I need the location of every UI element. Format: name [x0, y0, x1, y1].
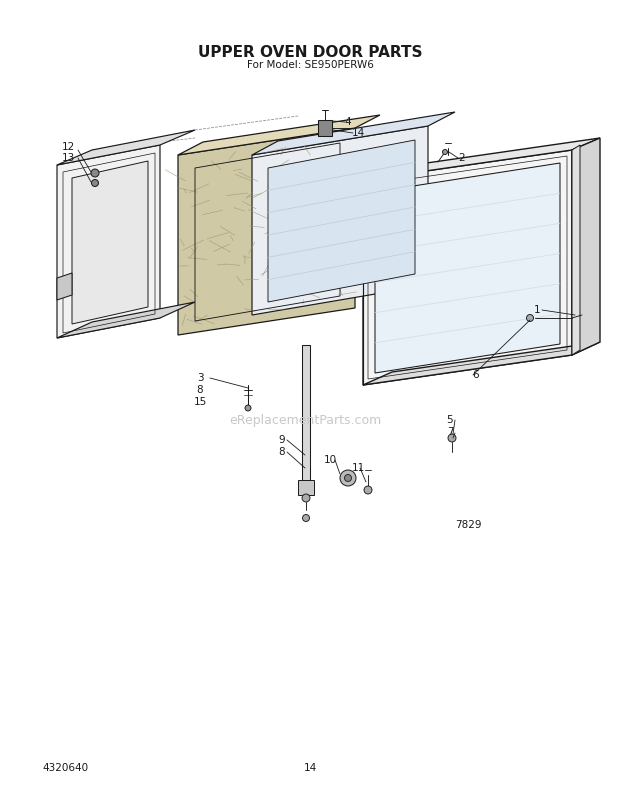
Polygon shape [57, 130, 195, 165]
Circle shape [443, 149, 448, 155]
Circle shape [91, 169, 99, 177]
Text: 3: 3 [197, 373, 203, 383]
Polygon shape [57, 273, 72, 300]
Text: 14: 14 [352, 128, 365, 138]
Text: eReplacementParts.com: eReplacementParts.com [229, 413, 381, 427]
Text: 2: 2 [459, 153, 466, 163]
Circle shape [340, 470, 356, 486]
Circle shape [526, 314, 533, 322]
Text: UPPER OVEN DOOR PARTS: UPPER OVEN DOOR PARTS [198, 44, 422, 59]
Polygon shape [375, 163, 560, 373]
Text: 8: 8 [278, 447, 285, 457]
Polygon shape [572, 138, 600, 355]
Text: 6: 6 [472, 370, 479, 380]
Text: 1: 1 [534, 305, 540, 315]
Text: 13: 13 [61, 153, 74, 163]
Polygon shape [252, 112, 455, 155]
Polygon shape [57, 302, 195, 338]
Circle shape [245, 405, 251, 411]
Text: 5: 5 [446, 415, 453, 425]
Text: For Model: SE950PERW6: For Model: SE950PERW6 [247, 60, 373, 70]
Text: 9: 9 [278, 435, 285, 445]
Polygon shape [318, 120, 332, 136]
Text: 4320640: 4320640 [42, 763, 88, 773]
Text: 7829: 7829 [454, 520, 481, 530]
Text: 4: 4 [345, 117, 352, 127]
Text: 7: 7 [446, 427, 453, 437]
Polygon shape [298, 480, 314, 495]
Text: 8: 8 [197, 385, 203, 395]
Circle shape [302, 494, 310, 502]
Text: 12: 12 [61, 142, 74, 152]
Text: 10: 10 [324, 455, 337, 465]
Circle shape [303, 514, 309, 521]
Polygon shape [363, 342, 600, 385]
Text: 14: 14 [303, 763, 317, 773]
Polygon shape [268, 140, 415, 302]
Circle shape [345, 475, 352, 481]
Text: 11: 11 [352, 463, 365, 473]
Circle shape [364, 486, 372, 494]
Polygon shape [302, 345, 310, 490]
Polygon shape [178, 128, 355, 335]
Polygon shape [252, 126, 428, 315]
Polygon shape [572, 145, 580, 355]
Circle shape [92, 179, 99, 186]
Polygon shape [178, 115, 380, 155]
Circle shape [448, 434, 456, 442]
Polygon shape [72, 161, 148, 324]
Polygon shape [57, 145, 160, 338]
Polygon shape [363, 150, 572, 385]
Text: 15: 15 [193, 397, 206, 407]
Polygon shape [363, 138, 600, 180]
